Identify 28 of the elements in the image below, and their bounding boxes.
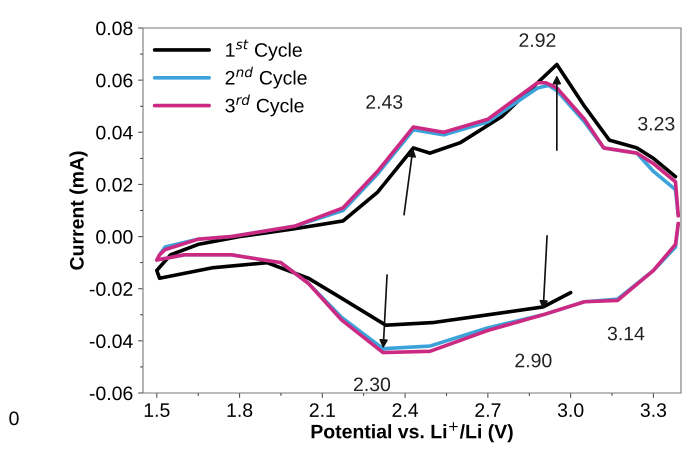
x-tick-label: 1.5: [144, 403, 170, 418]
y-tick-label: 0.04: [96, 126, 133, 140]
x-axis-title: Potential vs. Li$^{+}$/Li (V): [312, 422, 513, 442]
line-series: [154, 62, 678, 328]
annotation: 3.14: [608, 326, 644, 340]
annotation: 2.30: [354, 377, 390, 392]
x-tick-label: 3.0: [558, 403, 584, 418]
annotation: 2.92: [519, 33, 556, 47]
annotation: 2.90: [515, 354, 552, 368]
x-tick-label: 1.8: [228, 403, 252, 418]
y-tick-label: 0.02: [96, 178, 132, 192]
x-tick-label: 2.7: [475, 403, 500, 417]
x-tick-label: 2.4: [392, 403, 418, 417]
y-axis-title: Current (mA): [69, 152, 88, 270]
y-tick-label: -0.02: [90, 282, 132, 296]
legend-label: 1$^{st}$ Cycle: [226, 40, 302, 61]
x-tick-label: 3.3: [640, 403, 666, 418]
legend-label: 2$^{nd}$ Cycle: [226, 66, 307, 89]
x-tick-label: 2.1: [310, 403, 335, 417]
y-tick-label: -0.06: [90, 386, 132, 400]
y-tick-label: 0.00: [96, 230, 133, 244]
y-tick-label: 0.06: [96, 74, 132, 88]
legend-label: 3$^{rd}$ Cycle: [225, 94, 304, 116]
y-tick-label: -0.04: [90, 334, 133, 348]
y-tick-label: 0.08: [96, 21, 132, 36]
annotation: 3.23: [638, 116, 674, 131]
text: 0: [9, 411, 19, 426]
annotation: 2.43: [366, 95, 402, 109]
